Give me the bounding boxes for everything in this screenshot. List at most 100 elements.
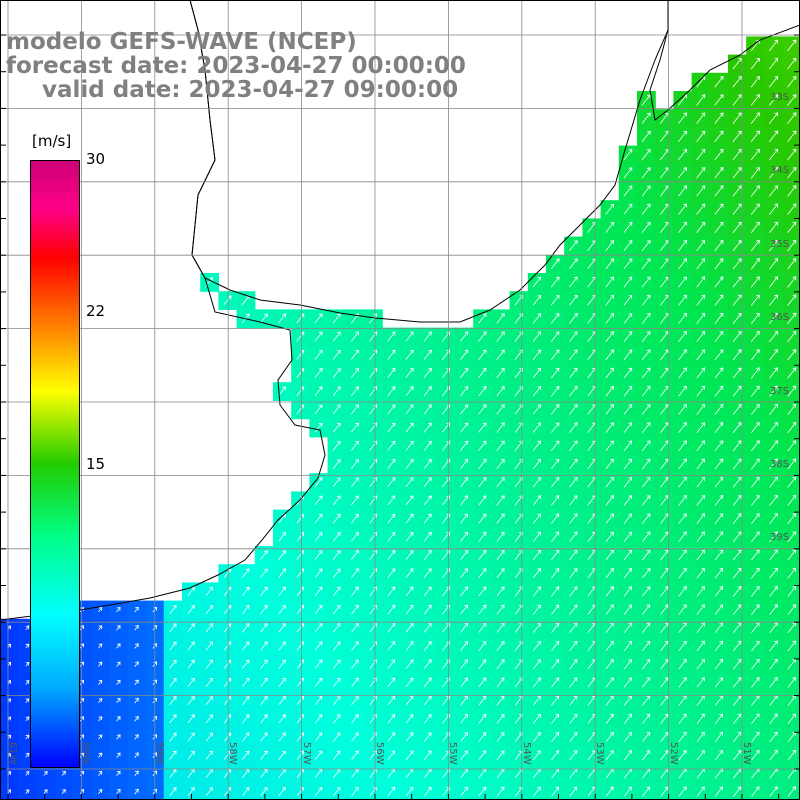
wind-arrow <box>460 349 469 360</box>
wind-arrow <box>769 749 778 761</box>
ocean-cell <box>746 182 765 201</box>
ocean-cell <box>254 637 274 656</box>
wind-arrow <box>605 731 614 743</box>
wind-arrow <box>732 312 742 324</box>
ocean-cell <box>364 673 383 693</box>
ocean-cell <box>91 673 110 693</box>
ocean-cell <box>709 728 729 747</box>
ocean-cell <box>709 218 729 238</box>
wind-arrow <box>732 549 742 561</box>
ocean-cell <box>691 382 711 401</box>
ocean-cell <box>527 509 547 529</box>
wind-arrow <box>43 789 48 794</box>
wind-arrow <box>333 714 341 724</box>
ocean-cell <box>364 473 383 492</box>
ocean-cell <box>691 236 711 256</box>
wind-arrow <box>532 604 541 615</box>
ocean-cell <box>546 364 565 383</box>
ocean-cell <box>400 345 420 365</box>
wind-arrow <box>25 752 30 758</box>
ocean-cell <box>728 709 747 729</box>
wind-arrow <box>660 604 669 615</box>
wind-arrow <box>787 440 797 452</box>
wind-arrow <box>514 477 523 488</box>
wind-arrow <box>423 586 432 597</box>
wind-arrow <box>641 112 651 124</box>
longitude-label: 58W <box>227 742 239 765</box>
wind-arrow <box>242 604 250 615</box>
wind-arrow <box>550 422 560 433</box>
wind-arrow <box>223 659 232 669</box>
ocean-cell <box>364 400 383 420</box>
ocean-cell <box>309 364 329 383</box>
wind-arrow <box>732 167 742 179</box>
wind-arrow <box>678 458 687 470</box>
ocean-cell <box>600 291 620 310</box>
ocean-cell <box>491 455 511 474</box>
coastline-argentina <box>0 0 326 621</box>
latitude-label: 34S <box>770 165 790 177</box>
wind-arrow <box>678 750 687 761</box>
wind-arrow <box>605 695 614 706</box>
ocean-cell <box>436 345 456 365</box>
wind-arrow <box>660 531 669 543</box>
ocean-cell <box>673 291 693 310</box>
latitude-label: 39S <box>770 532 790 544</box>
wind-arrow <box>768 130 779 143</box>
ocean-cell <box>764 145 784 165</box>
ocean-cell <box>582 600 602 620</box>
wind-arrow <box>641 294 651 306</box>
ocean-cell <box>618 327 638 347</box>
ocean-cell <box>182 728 201 747</box>
ocean-cell <box>600 345 620 365</box>
wind-arrow <box>405 622 414 633</box>
ocean-cell <box>582 473 602 492</box>
wind-arrow <box>550 313 560 324</box>
ocean-cell <box>728 145 747 165</box>
wind-arrow <box>678 258 687 270</box>
ocean-cell <box>546 618 565 638</box>
wind-arrow <box>732 385 742 397</box>
wind-arrow <box>714 331 724 343</box>
ocean-cell <box>546 254 565 274</box>
ocean-cell <box>637 527 656 547</box>
ocean-cell <box>418 582 438 602</box>
ocean-cell <box>655 655 674 674</box>
ocean-cell <box>364 455 383 474</box>
ocean-cell <box>345 618 365 638</box>
ocean-cell <box>600 382 620 401</box>
wind-arrow <box>714 367 724 379</box>
wind-arrow <box>550 349 560 361</box>
wind-arrow <box>768 185 779 197</box>
wind-arrow <box>116 788 121 795</box>
ocean-cell <box>582 491 602 511</box>
wind-arrow <box>532 549 542 561</box>
wind-arrow <box>405 513 414 524</box>
ocean-cell <box>200 655 219 674</box>
wind-arrow <box>787 494 797 506</box>
ocean-cell <box>273 637 292 656</box>
ocean-cell <box>455 400 474 420</box>
wind-arrow <box>423 695 432 706</box>
wind-arrow <box>242 677 250 687</box>
ocean-cell <box>200 691 219 711</box>
wind-arrow <box>769 713 778 725</box>
ocean-cell <box>436 527 456 547</box>
ocean-cell <box>527 382 547 401</box>
wind-arrow <box>623 349 633 361</box>
wind-arrow <box>496 458 505 470</box>
wind-arrow <box>714 403 724 415</box>
wind-arrow <box>405 422 414 433</box>
ocean-cell <box>546 764 565 784</box>
wind-arrow <box>605 258 615 270</box>
wind-arrow <box>423 495 432 506</box>
wind-arrow <box>696 148 706 161</box>
ocean-cell <box>291 564 310 583</box>
ocean-cell <box>728 673 747 693</box>
wind-arrow <box>423 714 432 724</box>
ocean-cell <box>455 582 474 602</box>
ocean-cell <box>236 582 256 602</box>
wind-arrow <box>260 696 268 706</box>
longitude-label: 54W <box>520 742 532 765</box>
ocean-cell <box>473 673 492 693</box>
